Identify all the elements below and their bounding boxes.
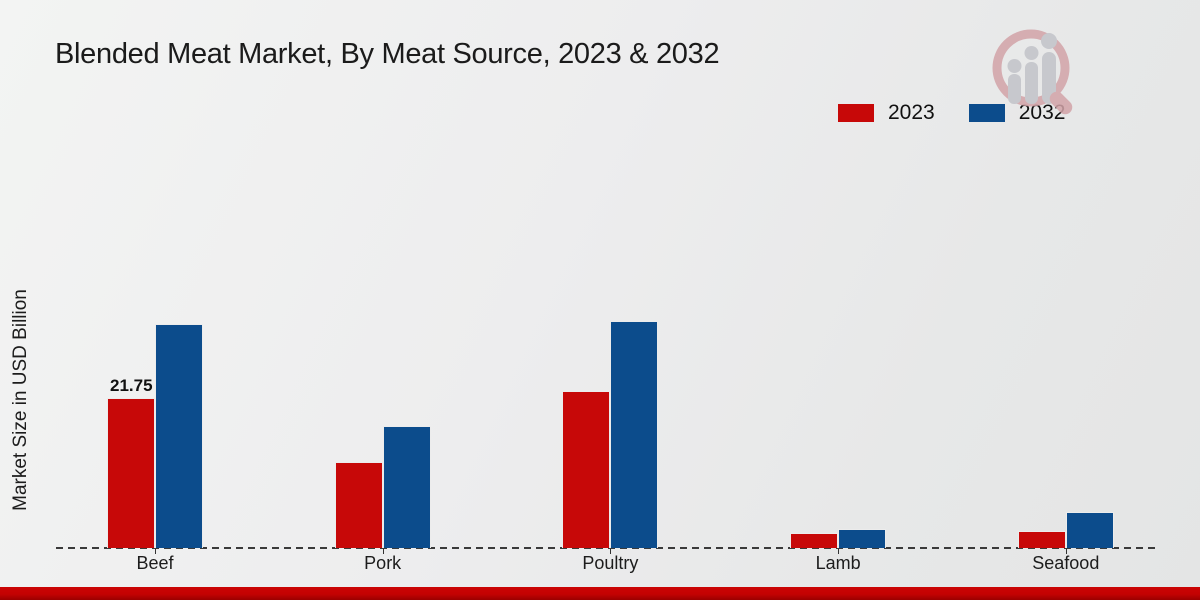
data-label-beef-2023: 21.75 bbox=[110, 376, 153, 395]
legend: 2023 2032 bbox=[838, 101, 1085, 125]
bar-beef-2032 bbox=[155, 324, 203, 548]
x-tick-label-pork: Pork bbox=[364, 553, 402, 573]
bar-poultry-2023 bbox=[562, 391, 611, 548]
x-axis-baseline bbox=[56, 547, 1160, 549]
x-tick-label-beef: Beef bbox=[136, 553, 174, 573]
x-tick-label-lamb: Lamb bbox=[815, 553, 861, 573]
footer-accent-bar bbox=[0, 587, 1200, 600]
bar-seafood-2032 bbox=[1065, 512, 1114, 548]
x-tick-label-seafood: Seafood bbox=[1032, 553, 1100, 573]
x-tick-label-poultry: Poultry bbox=[582, 553, 639, 573]
x-tick-pork bbox=[382, 549, 384, 554]
legend-label-2023: 2023 bbox=[888, 101, 935, 124]
legend-swatch-2032 bbox=[968, 104, 1005, 122]
x-tick-lamb bbox=[838, 549, 840, 554]
x-tick-beef bbox=[155, 549, 156, 554]
bar-poultry-2032 bbox=[610, 321, 659, 548]
x-tick-poultry bbox=[610, 549, 612, 554]
bar-lamb-2032 bbox=[838, 529, 887, 548]
x-tick-seafood bbox=[1065, 549, 1067, 554]
bar-pork-2032 bbox=[382, 426, 431, 548]
magnifier-bar-chart-logo-icon bbox=[992, 29, 1073, 115]
chart-title: Blended Meat Market, By Meat Source, 202… bbox=[55, 38, 720, 70]
bar-lamb-2023 bbox=[790, 533, 839, 548]
legend-label-2032: 2032 bbox=[1018, 101, 1066, 124]
legend-swatch-2023 bbox=[838, 104, 874, 122]
bar-seafood-2023 bbox=[1017, 531, 1066, 548]
bar-beef-2023 bbox=[107, 398, 155, 548]
bar-pork-2023 bbox=[334, 462, 383, 548]
